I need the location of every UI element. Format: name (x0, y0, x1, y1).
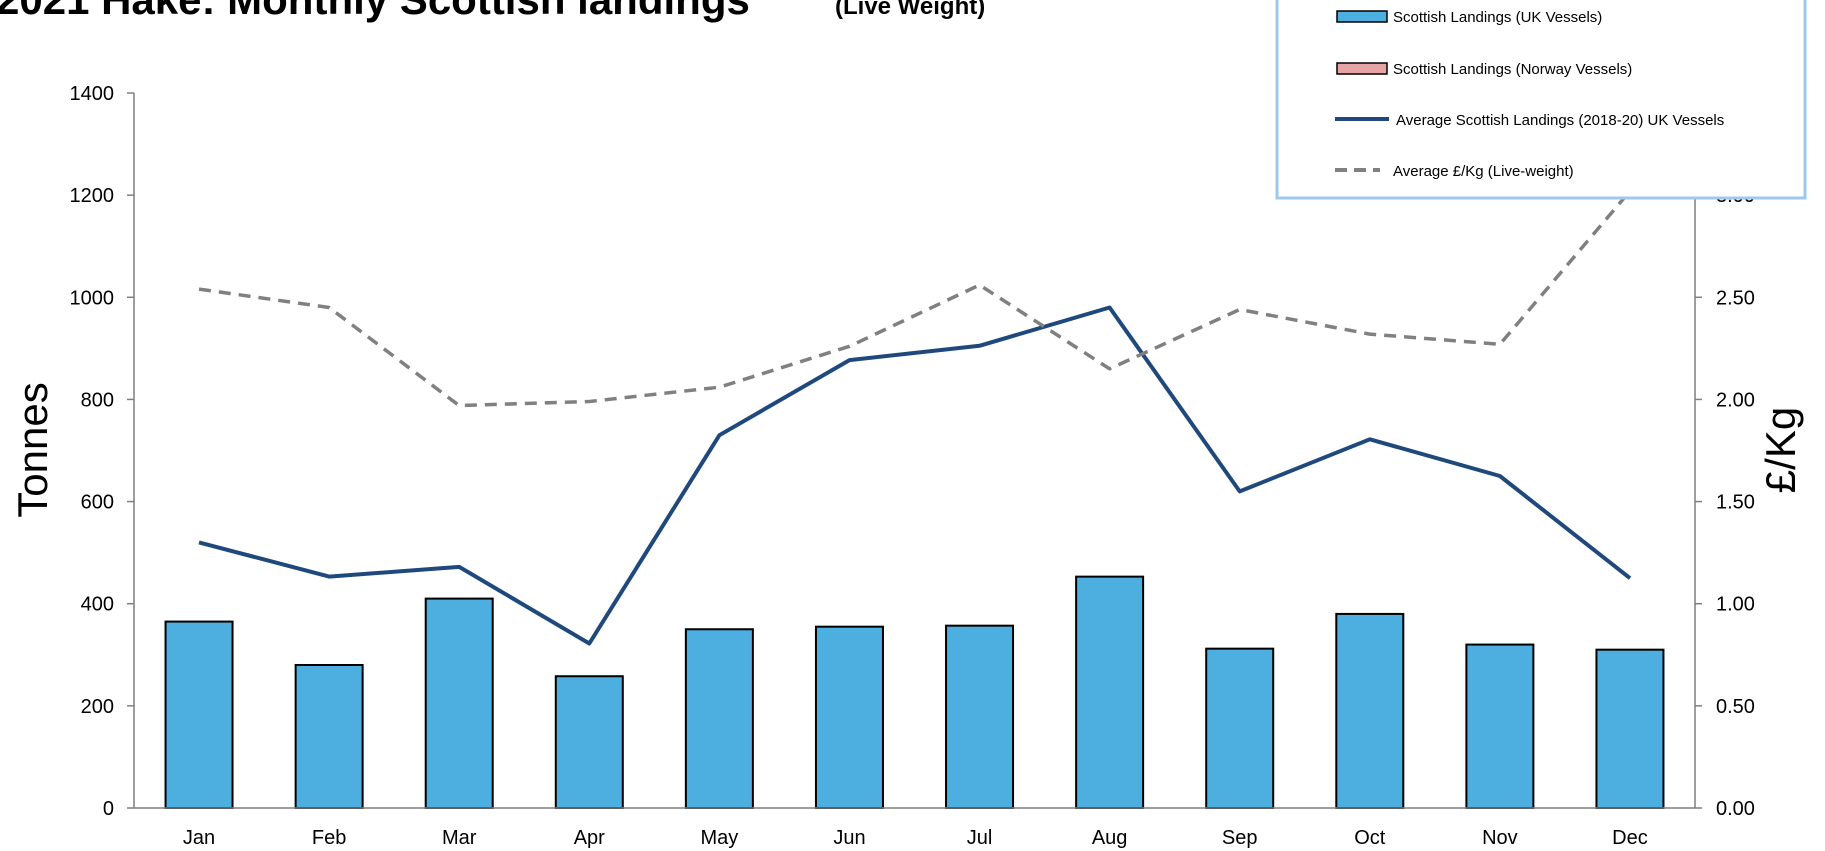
x-tick-label: Mar (442, 827, 477, 849)
bar-mar (424, 597, 494, 809)
price-line (198, 189, 1632, 408)
bar-aug (1075, 575, 1145, 809)
bar-jan (164, 620, 234, 810)
y-axis-ticks: 0 200 400 600 800 1000 1200 1400 (70, 83, 134, 820)
chart-title: 2021 Hake: Monthly Scottish landings (0, 0, 750, 23)
y2-axis-label: £/Kg (1757, 407, 1804, 493)
bar-jun (814, 625, 884, 809)
x-tick-label: Feb (312, 827, 346, 849)
x-tick-label: Jan (183, 827, 215, 849)
x-tick-label: Nov (1482, 827, 1518, 849)
y-tick-label: 1200 (70, 185, 115, 207)
x-tick-label: Jun (833, 827, 865, 849)
x-tick-label: Oct (1354, 827, 1386, 849)
legend-box (1275, 0, 1807, 200)
legend-swatch-uk-bar (1336, 10, 1388, 23)
legend-label-price: Average £/Kg (Live-weight) (1393, 163, 1574, 180)
bar-oct (1335, 612, 1405, 810)
y2-tick-label: 0.00 (1716, 798, 1755, 820)
average-landings-line (198, 305, 1632, 646)
bar-sep (1205, 647, 1275, 810)
legend: Scottish Landings (UK Vessels) Scottish … (1275, 0, 1807, 200)
y-tick-label: 400 (81, 594, 114, 616)
bar-dec (1595, 648, 1665, 810)
legend-label-average: Average Scottish Landings (2018-20) UK V… (1396, 112, 1724, 129)
y2-tick-label: 1.50 (1716, 492, 1755, 514)
legend-swatch-norway-bar (1336, 62, 1388, 75)
bar-nov (1465, 643, 1535, 809)
y2-tick-label: 1.00 (1716, 594, 1755, 616)
x-tick-label: Dec (1612, 827, 1648, 849)
y2-tick-label: 0.50 (1716, 696, 1755, 718)
x-tick-label: Aug (1092, 827, 1128, 849)
bar-feb (294, 664, 364, 809)
line-series (198, 189, 1632, 646)
chart-subtitle: (Live Weight) (835, 0, 985, 20)
x-axis-ticks: Jan Feb Mar Apr May Jun Jul Aug Sep Oct Nov Dec (183, 827, 1648, 849)
x-tick-label: Jul (967, 827, 993, 849)
bar-series (164, 575, 1665, 810)
x-tick-label: Apr (574, 827, 605, 849)
y2-tick-label: 2.00 (1716, 389, 1755, 411)
x-tick-label: Sep (1222, 827, 1258, 849)
bar-may (684, 628, 754, 809)
y-tick-label: 200 (81, 696, 114, 718)
y2-tick-label: 2.50 (1716, 287, 1755, 309)
x-tick-label: May (700, 827, 738, 849)
y-tick-label: 800 (81, 389, 114, 411)
y-tick-label: 600 (81, 492, 114, 514)
y2-axis-ticks: 0.000.501.001.502.002.503.00 (1695, 185, 1755, 820)
legend-label-uk: Scottish Landings (UK Vessels) (1393, 9, 1602, 26)
bar-jul (945, 624, 1015, 809)
axes (133, 93, 1696, 809)
y-tick-label: 0 (103, 798, 114, 820)
legend-label-norway: Scottish Landings (Norway Vessels) (1393, 61, 1632, 78)
bar-apr (554, 675, 624, 809)
y-tick-label: 1000 (70, 287, 115, 309)
y-axis-label: Tonnes (9, 382, 56, 517)
y-tick-label: 1400 (70, 83, 115, 105)
